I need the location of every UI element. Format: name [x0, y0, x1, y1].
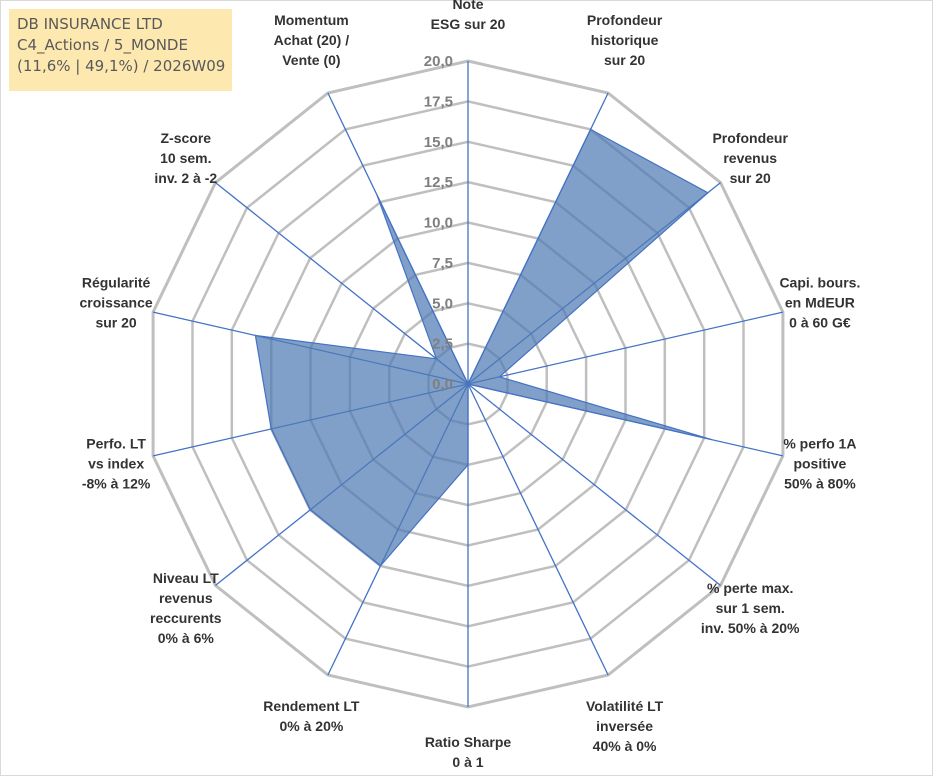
radial-tick-label: 12,5 [424, 174, 453, 191]
axis-label: % perte max. sur 1 sem. inv. 50% à 20% [701, 580, 800, 636]
axis-label: Profondeur historique sur 20 [587, 12, 663, 68]
portfolio-path: C4_Actions / 5_MONDE [17, 36, 188, 54]
axis-label: Note ESG sur 20 [431, 0, 506, 32]
company-name: DB INSURANCE LTD [17, 15, 163, 33]
axis-label: % perfo 1A positive 50% à 80% [783, 435, 856, 491]
axis-spoke [467, 383, 721, 586]
axis-label: Perfo. LT vs index -8% à 12% [82, 435, 151, 491]
axis-spoke [215, 182, 469, 385]
radial-ticks: 0,0 2,5 5,0 7,5 10,0 12,5 15,0 17,5 20,0 [424, 53, 453, 393]
axis-label: Momentum Achat (20) / Vente (0) [274, 12, 350, 68]
series-area [254, 128, 713, 567]
radial-tick-label: 15,0 [424, 134, 453, 151]
axis-spoke [467, 311, 784, 385]
radial-tick-label: 2,5 [432, 336, 453, 353]
axis-label: Régularité croissance sur 20 [80, 275, 153, 331]
radial-tick-label: 17,5 [424, 93, 453, 110]
radial-tick-label: 7,5 [432, 255, 453, 272]
radial-tick-label: 5,0 [432, 295, 453, 312]
axis-label: Z-score 10 sem. inv. 2 à -2 [154, 130, 217, 186]
stats-week: (11,6% | 49,1%) / 2026W09 [17, 57, 226, 75]
axis-label: Ratio Sharpe 0 à 1 [425, 734, 512, 770]
axis-labels: Note ESG sur 20 Profondeur historique sur 20… [80, 0, 861, 770]
axis-label: Profondeur revenus sur 20 [712, 130, 788, 186]
info-box: DB INSURANCE LTD C4_Actions / 5_MONDE (1… [9, 9, 232, 91]
radial-tick-label: 0,0 [432, 376, 453, 393]
axis-label: Niveau LT revenus reccurents 0% à 6% [150, 570, 222, 646]
axis-label: Capi. bours. en MdEUR 0 à 60 G€ [779, 275, 860, 331]
axis-spoke [467, 383, 609, 676]
radial-tick-label: 20,0 [424, 53, 453, 70]
axis-label: Volatilité LT inversée 40% à 0% [586, 698, 664, 754]
axis-label: Rendement LT 0% à 20% [263, 698, 360, 734]
radial-tick-label: 10,0 [424, 215, 453, 232]
